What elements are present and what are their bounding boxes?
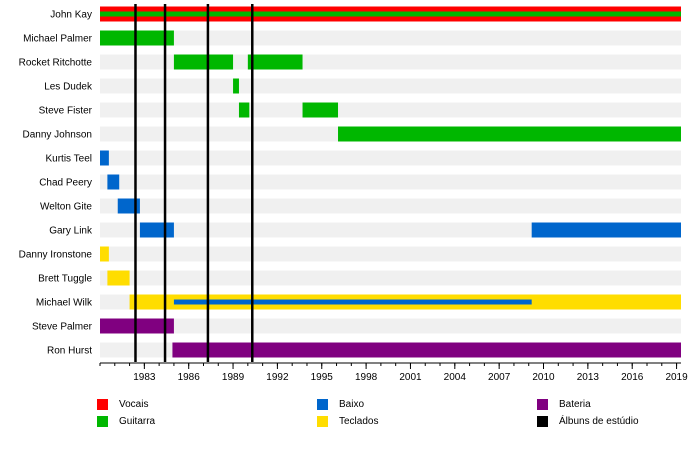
member-label: Rocket Ritchotte <box>19 58 93 69</box>
legend-item-baixo: Baixo <box>317 396 364 412</box>
x-tick-label: 2016 <box>621 372 644 383</box>
row-background <box>100 150 681 166</box>
row-background <box>100 78 681 94</box>
member-bar-baixo <box>531 222 681 238</box>
member-bar-guitarra <box>247 54 303 70</box>
member-bar-teclados <box>100 246 109 262</box>
row-background <box>100 198 681 214</box>
member-label: Gary Link <box>49 226 93 237</box>
member-bar-baixo <box>107 174 120 190</box>
member-label: Danny Johnson <box>23 130 93 141</box>
x-tick-label: 2019 <box>665 372 688 383</box>
legend-label: Vocais <box>119 398 149 410</box>
member-bar-guitarra-inner <box>100 11 681 17</box>
legend-label: Álbuns de estúdio <box>559 415 639 427</box>
member-bar-baixo-inner <box>173 299 532 305</box>
x-tick-label: 2001 <box>399 372 422 383</box>
legend-item-bateria: Bateria <box>537 396 591 412</box>
x-tick-label: 1998 <box>355 372 378 383</box>
member-label: Danny Ironstone <box>19 250 93 261</box>
row-background <box>100 246 681 262</box>
legend-swatch <box>97 398 108 410</box>
x-tick-label: 1986 <box>178 372 201 383</box>
x-tick-label: 2004 <box>444 372 467 383</box>
legend-label: Teclados <box>339 415 379 427</box>
x-tick-label: 2007 <box>488 372 511 383</box>
legend-label: Bateria <box>559 398 591 410</box>
legend-swatch <box>317 398 328 410</box>
legend-swatch <box>537 415 548 427</box>
member-label: Michael Wilk <box>36 298 93 309</box>
member-label: Brett Tuggle <box>38 274 92 285</box>
x-tick-label: 2013 <box>577 372 600 383</box>
member-bar-guitarra <box>238 102 250 118</box>
member-label: Steve Palmer <box>32 322 93 333</box>
member-bar-guitarra <box>302 102 339 118</box>
x-axis: 1983 1986 1989 1992 1995 1998 2001 2004 2007 2010… <box>99 362 688 383</box>
member-bar-guitarra <box>338 126 681 142</box>
x-tick-label: 1995 <box>311 372 334 383</box>
x-tick-label: 1989 <box>222 372 245 383</box>
legend-swatch <box>317 415 328 427</box>
row-background <box>100 30 681 46</box>
timeline-chart: John Kay Michael Palmer Rocket Ritchotte Le… <box>19 4 688 383</box>
legend-swatch <box>537 398 548 410</box>
row-background <box>100 174 681 190</box>
x-tick-label: 1992 <box>266 372 289 383</box>
member-label: Chad Peery <box>39 178 92 189</box>
legend: Vocais Guitarra Baixo Teclados Bateria Álbuns… <box>0 396 700 436</box>
member-label: Steve Fister <box>39 106 93 117</box>
member-label: Les Dudek <box>44 82 93 93</box>
legend-swatch <box>97 415 108 427</box>
member-bar-bateria <box>100 318 174 334</box>
legend-item-guitarra: Guitarra <box>97 413 155 429</box>
x-tick-label: 2010 <box>532 372 555 383</box>
member-label: Michael Palmer <box>23 34 93 45</box>
member-bar-baixo <box>100 150 109 166</box>
legend-item-albuns: Álbuns de estúdio <box>537 413 639 429</box>
row-background <box>100 54 681 70</box>
member-bar-baixo <box>139 222 174 238</box>
member-bar-guitarra <box>173 54 234 70</box>
member-label: Kurtis Teel <box>45 154 92 165</box>
member-label: Ron Hurst <box>47 346 92 357</box>
legend-item-teclados: Teclados <box>317 413 378 429</box>
row-background <box>100 270 681 286</box>
member-label: John Kay <box>50 10 92 21</box>
x-tick-label: 1983 <box>133 372 156 383</box>
row-background <box>100 318 681 334</box>
member-bars <box>100 6 682 358</box>
legend-label: Baixo <box>339 398 365 410</box>
member-bar-teclados <box>107 270 130 286</box>
member-labels: John Kay Michael Palmer Rocket Ritchotte Le… <box>19 10 93 357</box>
member-bar-bateria <box>172 342 682 358</box>
row-background <box>100 102 681 118</box>
legend-item-vocais: Vocais <box>97 396 148 412</box>
member-label: Welton Gite <box>40 202 92 213</box>
member-bar-guitarra <box>233 78 239 94</box>
member-bar-guitarra <box>100 30 174 46</box>
legend-label: Guitarra <box>119 415 156 427</box>
album-lines <box>134 4 254 362</box>
